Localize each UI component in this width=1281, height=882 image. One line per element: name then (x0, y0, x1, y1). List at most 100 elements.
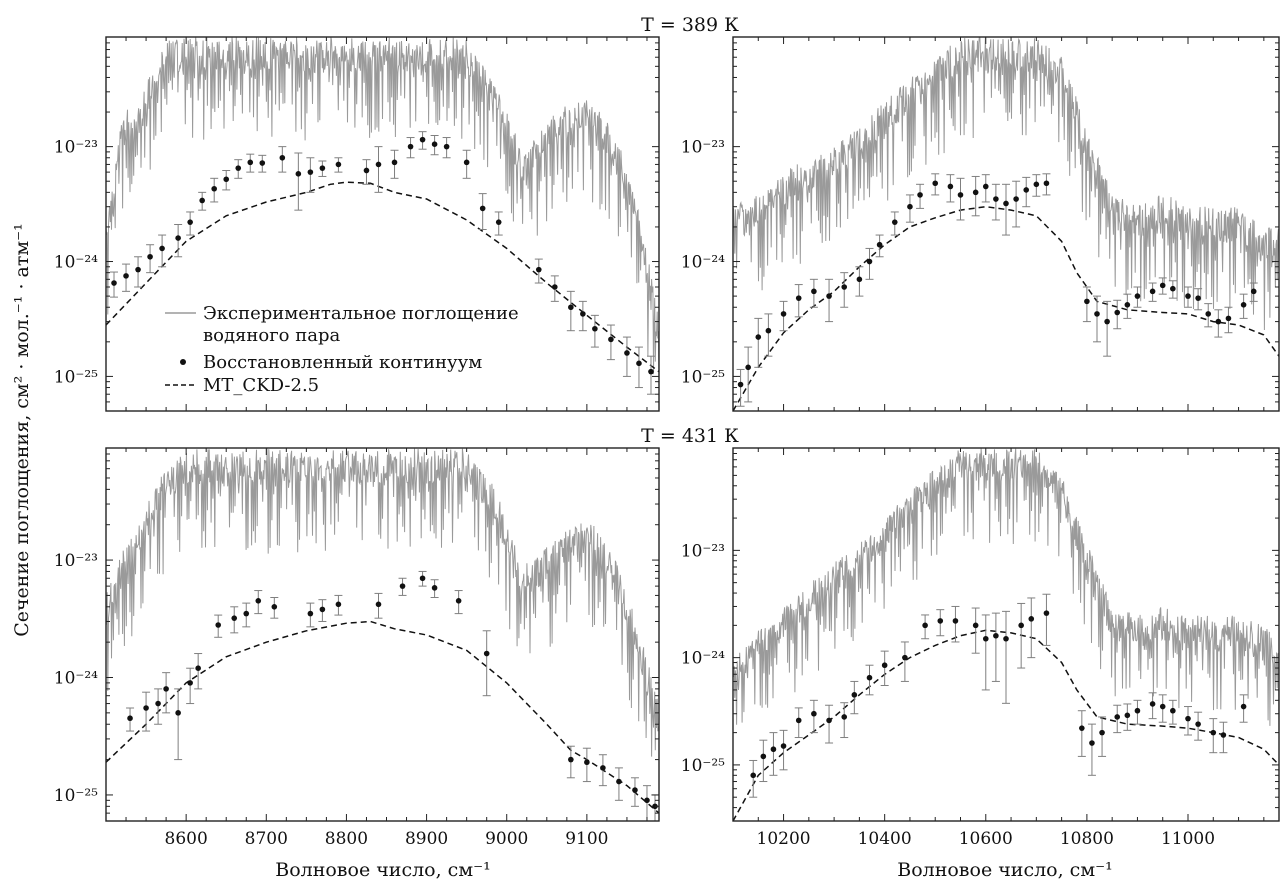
continuum-marker (1018, 622, 1024, 629)
continuum-marker (175, 710, 181, 716)
continuum-point (1133, 286, 1142, 308)
continuum-marker (770, 746, 777, 753)
continuum-point (880, 650, 889, 686)
continuum-point (630, 777, 639, 807)
continuum-point (931, 173, 940, 196)
x-tick-label: 9000 (485, 829, 528, 849)
continuum-point (242, 602, 251, 628)
x-axis-label-left: Волновое число, см⁻¹ (275, 859, 491, 881)
continuum-point (362, 159, 371, 185)
continuum-point (981, 174, 990, 203)
continuum-point (921, 614, 930, 640)
continuum-marker (982, 183, 989, 190)
continuum-marker (826, 293, 832, 299)
continuum-marker (215, 622, 222, 628)
continuum-marker (1240, 703, 1247, 710)
continuum-marker (1250, 288, 1257, 295)
continuum-marker (335, 601, 342, 608)
continuum-point (334, 594, 343, 616)
continuum-marker (235, 165, 242, 171)
continuum-marker (307, 610, 314, 617)
continuum-marker (1023, 187, 1030, 193)
continuum-point (418, 570, 427, 587)
x-tick-label: 8900 (405, 829, 448, 849)
x-tick-label: 10400 (858, 829, 912, 849)
x-tick-label: 10800 (1060, 829, 1114, 849)
continuum-marker (375, 161, 382, 168)
continuum-point (318, 599, 327, 622)
continuum-marker (1195, 295, 1201, 301)
continuum-point (1012, 180, 1021, 228)
continuum-marker (584, 759, 590, 766)
continuum-point (1133, 699, 1142, 725)
continuum-marker (866, 674, 873, 681)
continuum-marker (1124, 302, 1131, 308)
continuum-marker (231, 615, 238, 621)
continuum-point (779, 729, 788, 771)
continuum-marker (479, 205, 486, 212)
continuum-marker (455, 597, 462, 604)
continuum-point (270, 597, 279, 619)
continuum-marker (1134, 293, 1141, 299)
continuum-marker (1124, 712, 1131, 719)
continuum-point (614, 767, 623, 801)
continuum-point (134, 256, 143, 288)
continuum-point (278, 146, 287, 173)
continuum-point (606, 324, 615, 361)
continuum-point (214, 614, 223, 638)
continuum-marker (1033, 181, 1040, 188)
continuum-marker (143, 705, 149, 711)
continuum-point (1194, 711, 1203, 741)
continuum-point (809, 699, 818, 734)
continuum-marker (811, 710, 817, 717)
continuum-marker (993, 632, 999, 639)
continuum-point (956, 177, 965, 221)
continuum-marker (163, 686, 169, 692)
continuum-marker (1089, 740, 1095, 746)
continuum-point (759, 739, 768, 783)
continuum-marker (972, 189, 979, 196)
continuum-marker (1013, 196, 1019, 202)
continuum-point (234, 159, 243, 179)
continuum-marker (135, 266, 141, 273)
continuum-point (1113, 704, 1122, 734)
x-axis-label-right: Волновое число, см⁻¹ (897, 859, 1113, 881)
continuum-point (646, 355, 655, 395)
continuum-marker (187, 219, 193, 225)
continuum-marker (826, 717, 832, 724)
plot-frame (105, 447, 660, 822)
continuum-marker (917, 192, 923, 198)
continuum-marker (1170, 285, 1176, 292)
continuum-point (430, 579, 439, 599)
continuum-point (1209, 718, 1218, 754)
continuum-marker (443, 143, 450, 150)
x-tick-label: 8800 (325, 829, 368, 849)
continuum-marker (187, 680, 193, 686)
x-tick-label: 8700 (245, 829, 288, 849)
continuum-marker (552, 284, 558, 290)
continuum-marker (592, 325, 598, 332)
continuum-point (598, 754, 607, 787)
continuum-marker (811, 288, 817, 295)
continuum-marker (1240, 302, 1247, 308)
continuum-point (840, 272, 849, 308)
continuum-point (258, 154, 267, 173)
continuum-point (1224, 306, 1233, 334)
legend-ckd-label: MT_CKD-2.5 (203, 375, 319, 396)
y-tick-label: 10⁻²⁵ (54, 786, 98, 806)
continuum-marker (319, 165, 326, 171)
continuum-marker (600, 765, 606, 771)
continuum-marker (902, 654, 908, 661)
y-tick-label: 10⁻²⁴ (54, 669, 98, 689)
continuum-marker (199, 197, 205, 204)
continuum-point (1113, 299, 1122, 330)
continuum-point (210, 177, 219, 203)
continuum-point (1158, 694, 1167, 723)
x-tick-label: 9100 (565, 829, 608, 849)
continuum-marker (644, 797, 650, 804)
continuum-point (1093, 295, 1101, 343)
continuum-marker (1185, 293, 1191, 299)
continuum-point (174, 688, 183, 761)
continuum-marker (795, 717, 802, 724)
